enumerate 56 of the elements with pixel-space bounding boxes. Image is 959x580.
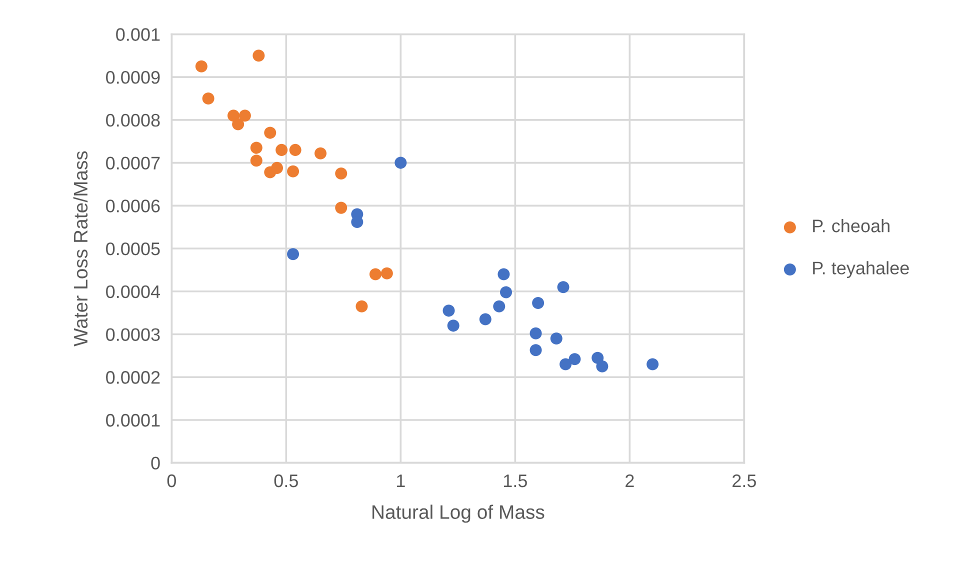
point (270, 162, 284, 174)
x-axis-title: Natural Log of Mass (372, 504, 544, 523)
point (252, 50, 265, 62)
x-tick-label: 0 (167, 474, 176, 488)
point (335, 168, 348, 180)
y-tick-label: 0.0003 (106, 328, 160, 341)
point (530, 327, 542, 340)
point (195, 60, 208, 72)
point (202, 92, 214, 105)
y-tick-label: 0.0001 (106, 414, 160, 427)
point (232, 118, 244, 130)
point (264, 126, 276, 139)
x-tick-label: 0.5 (274, 474, 298, 488)
point (314, 147, 327, 160)
point (287, 248, 300, 260)
point (568, 353, 581, 366)
legend-label: P. cheoah (813, 219, 890, 232)
y-tick-label: 0 (151, 456, 160, 470)
point (646, 358, 659, 370)
point (442, 304, 455, 317)
point (557, 281, 570, 294)
point (250, 142, 262, 154)
y-tick-label: 0.0004 (106, 285, 160, 298)
y-tick-label: 0.0009 (106, 71, 160, 84)
point (493, 300, 506, 312)
point (596, 360, 608, 372)
y-axis-title: Water Loss Rate/Mass (73, 151, 88, 346)
point (560, 358, 572, 370)
point (335, 202, 348, 214)
y-tick-label: 0.0006 (106, 200, 160, 212)
point (532, 296, 544, 309)
y-tick-label: 0.0007 (106, 156, 160, 170)
y-tick-label: 0.0002 (106, 371, 160, 384)
point (380, 267, 393, 280)
point (289, 144, 302, 156)
point (394, 156, 407, 169)
x-tick-label: 2 (626, 474, 634, 488)
x-tick-label: 1 (397, 474, 405, 488)
point (250, 154, 262, 167)
point (550, 332, 562, 345)
y-tick-label: 0.0008 (106, 114, 160, 127)
point (356, 300, 368, 312)
legend-label: P. teyahalee (813, 261, 909, 278)
point (530, 344, 542, 356)
y-tick-label: 0.001 (116, 28, 160, 41)
point (287, 165, 300, 178)
point (479, 313, 492, 326)
point (500, 286, 512, 298)
point (369, 268, 382, 280)
point (447, 320, 460, 332)
y-tick-label: 0.0005 (106, 242, 160, 256)
point (498, 268, 510, 280)
x-tick-label: 1.5 (504, 474, 527, 488)
x-tick-label: 2.5 (732, 474, 756, 488)
point (238, 110, 251, 122)
point (276, 144, 288, 156)
